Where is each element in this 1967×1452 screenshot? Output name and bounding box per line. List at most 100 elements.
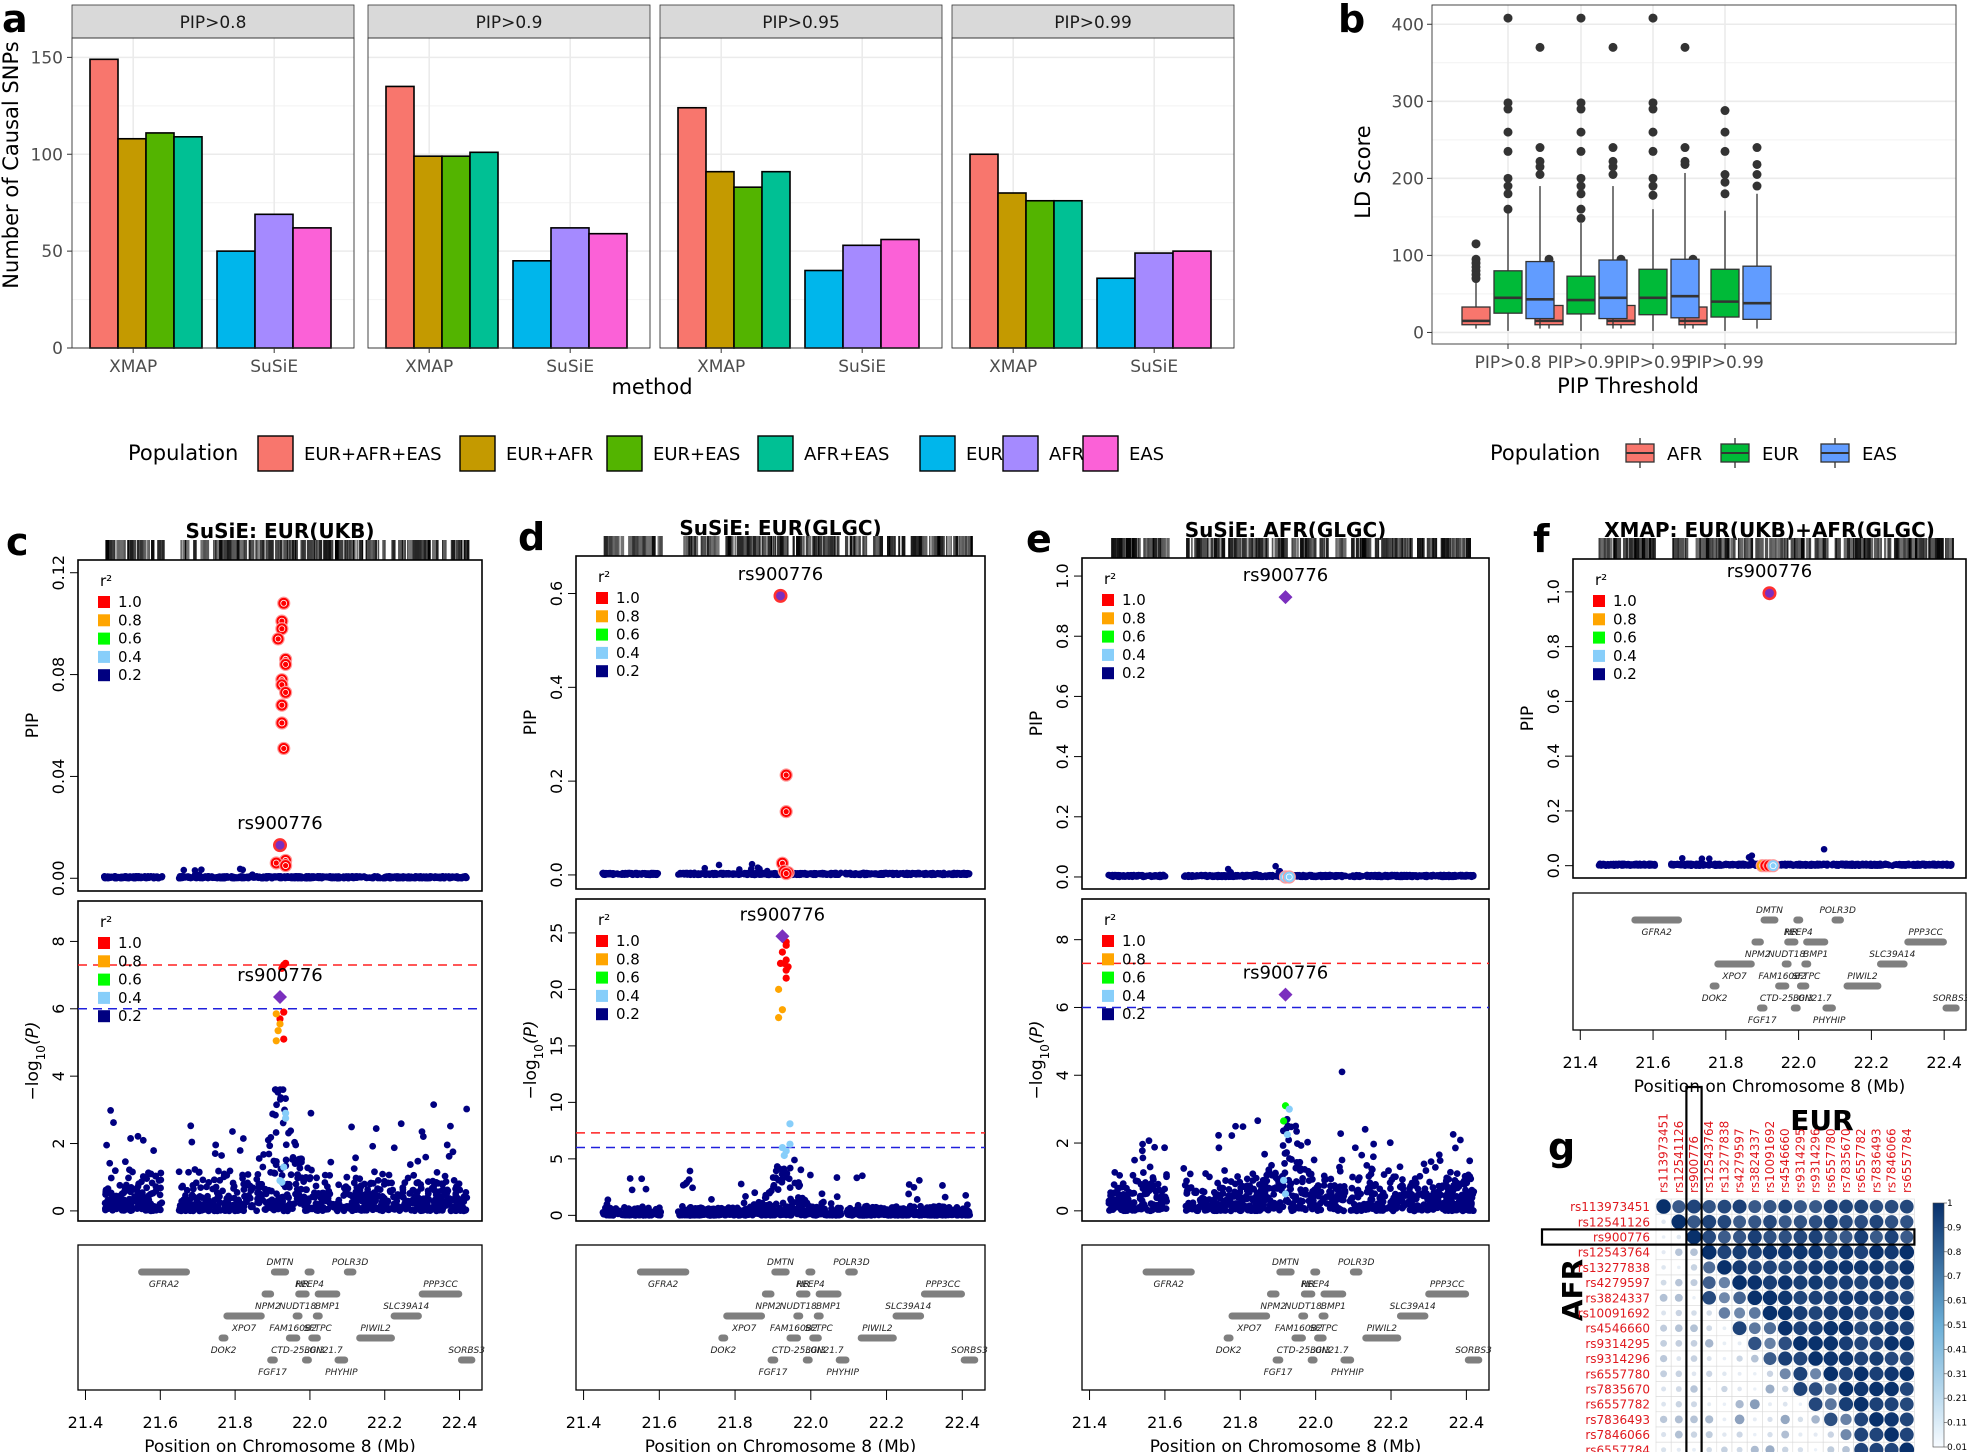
lz-logp-point	[406, 1161, 414, 1168]
lz-logp-point	[179, 1182, 187, 1190]
a-bar-eur-afr-eas	[969, 153, 999, 349]
b-x-tick-label: PIP>0.95	[1614, 353, 1692, 373]
lz-logp-point	[283, 1191, 291, 1199]
lz-logp-point	[761, 1194, 769, 1201]
lz-pip-point	[826, 870, 834, 878]
lz-barcode-tick	[620, 536, 624, 556]
b-outlier	[1648, 127, 1658, 137]
lz-barcode-tick	[261, 540, 265, 560]
lz-barcode-tick	[1405, 538, 1408, 558]
lz-pip-point	[186, 873, 194, 881]
lz-barcode-tick	[356, 540, 359, 560]
lz-logp-ld-point	[280, 1008, 288, 1016]
lz-r2-legend-label: 0.6	[616, 626, 640, 644]
lz-r2-legend-label: 0.8	[118, 611, 142, 629]
lz-barcode-tick	[684, 536, 687, 556]
lz-barcode-tick	[814, 536, 818, 556]
lz-barcode-tick	[820, 536, 822, 556]
lz-logp-point	[783, 1208, 791, 1216]
lz-gene-label: NUDT18	[279, 1302, 316, 1312]
lz-logp-point	[282, 1156, 290, 1164]
lz-logp-point	[742, 1192, 749, 1200]
lz-pip-point	[965, 870, 973, 878]
lz-barcode-tick	[713, 536, 716, 556]
lz-barcode-tick	[767, 536, 771, 556]
lz-logp-point	[913, 1196, 921, 1203]
b-outlier	[1648, 181, 1658, 191]
lz-r2-legend-label: 0.6	[118, 630, 142, 648]
lz-barcode-tick	[339, 540, 344, 560]
b-outlier	[1720, 106, 1730, 116]
panel-e-locuszoom: SuSiE: AFR(GLGC)rs900776r²1.00.80.60.40.…	[1027, 518, 1492, 1452]
lz-barcode-tick	[752, 536, 756, 556]
lz-y-tick-label: 0.6	[547, 581, 566, 606]
a-facet-frames	[71, 37, 1235, 349]
lz-barcode-tick	[784, 536, 788, 556]
lz-x-tick-label: 21.8	[217, 1413, 253, 1432]
lz-logp-point	[816, 1208, 824, 1216]
lz-barcode-tick	[711, 536, 715, 556]
b-outlier	[1720, 127, 1730, 137]
lz-barcode-tick	[923, 536, 928, 556]
lz-barcode-tick	[352, 540, 355, 560]
lz-y-tick-label: 0.0	[547, 862, 566, 887]
lz-r2-legend-swatch	[596, 1008, 608, 1021]
lz-pip-point	[362, 874, 370, 882]
lz-barcode-tick	[1466, 538, 1468, 558]
lz-pip-point	[198, 866, 205, 873]
lz-y-tick-label: 25	[547, 923, 566, 943]
a-y-tick-label: 100	[31, 145, 63, 165]
lz-logp-point	[195, 1169, 203, 1176]
lz-logp-point	[356, 1197, 364, 1204]
lz-logp-point	[112, 1192, 120, 1200]
lz-barcode-tick	[743, 536, 746, 556]
lz-logp-point	[292, 1180, 300, 1188]
a-facet-strip-label: PIP>0.8	[180, 13, 247, 33]
lz-logp-point	[267, 1133, 275, 1141]
lz-logp-point	[253, 1207, 261, 1215]
lz-logp-point	[686, 1204, 694, 1211]
lz-logp-point	[827, 1200, 835, 1207]
lz-gene-label: LGI3	[805, 1346, 826, 1356]
lz-logp-point	[180, 1196, 188, 1203]
lz-barcode-tick	[961, 536, 965, 556]
lz-gene-label: FAM160B2	[770, 1324, 818, 1334]
b-box-eur	[1493, 270, 1523, 314]
lz-logp-point	[733, 1204, 741, 1212]
lz-barcode-tick	[458, 540, 461, 560]
lz-barcode-tick	[1455, 538, 1457, 558]
lz-logp-point	[350, 1165, 358, 1172]
a-bar-eur-afr	[997, 192, 1027, 349]
lz-pip-credible-point	[779, 768, 793, 782]
lz-logp-ld-point	[786, 1140, 794, 1148]
lz-logp-ld-point	[272, 1010, 280, 1018]
lz-barcode-tick	[1131, 538, 1135, 558]
lz-logp-point	[621, 1203, 628, 1211]
lz-barcode-tick	[289, 540, 291, 560]
lz-pip-credible-point	[279, 685, 293, 700]
lz-logp-point	[462, 1189, 470, 1196]
lz-r2-legend-label: 0.4	[118, 989, 142, 1007]
lz-barcode-tick	[255, 540, 257, 560]
lz-barcode-tick	[1361, 538, 1366, 558]
a-x-tick-label: XMAP	[405, 357, 453, 377]
lz-logp-ld-point	[282, 959, 290, 967]
lz-pip-point	[895, 871, 903, 878]
lz-logp-ld-point	[280, 1163, 288, 1171]
lz-logp-point	[964, 1201, 971, 1209]
lz-barcode-tick	[463, 540, 466, 560]
lz-r2-legend-label: 0.8	[616, 607, 640, 625]
lz-logp-point	[362, 1191, 369, 1198]
lz-logp-point	[452, 1185, 459, 1193]
a-bar-eur-eas	[1025, 199, 1055, 349]
a-bar-eur-afr	[413, 155, 443, 349]
lz-pip-point	[804, 871, 811, 878]
lz-pip-point	[911, 870, 919, 877]
a-bar-eur-afr-eas	[677, 106, 707, 349]
lz-logp-point	[450, 1177, 458, 1184]
lz-barcode-tick	[953, 536, 957, 556]
b-outlier	[1471, 239, 1481, 249]
b-outlier	[1503, 204, 1513, 214]
lz-logp-point	[113, 1205, 120, 1213]
